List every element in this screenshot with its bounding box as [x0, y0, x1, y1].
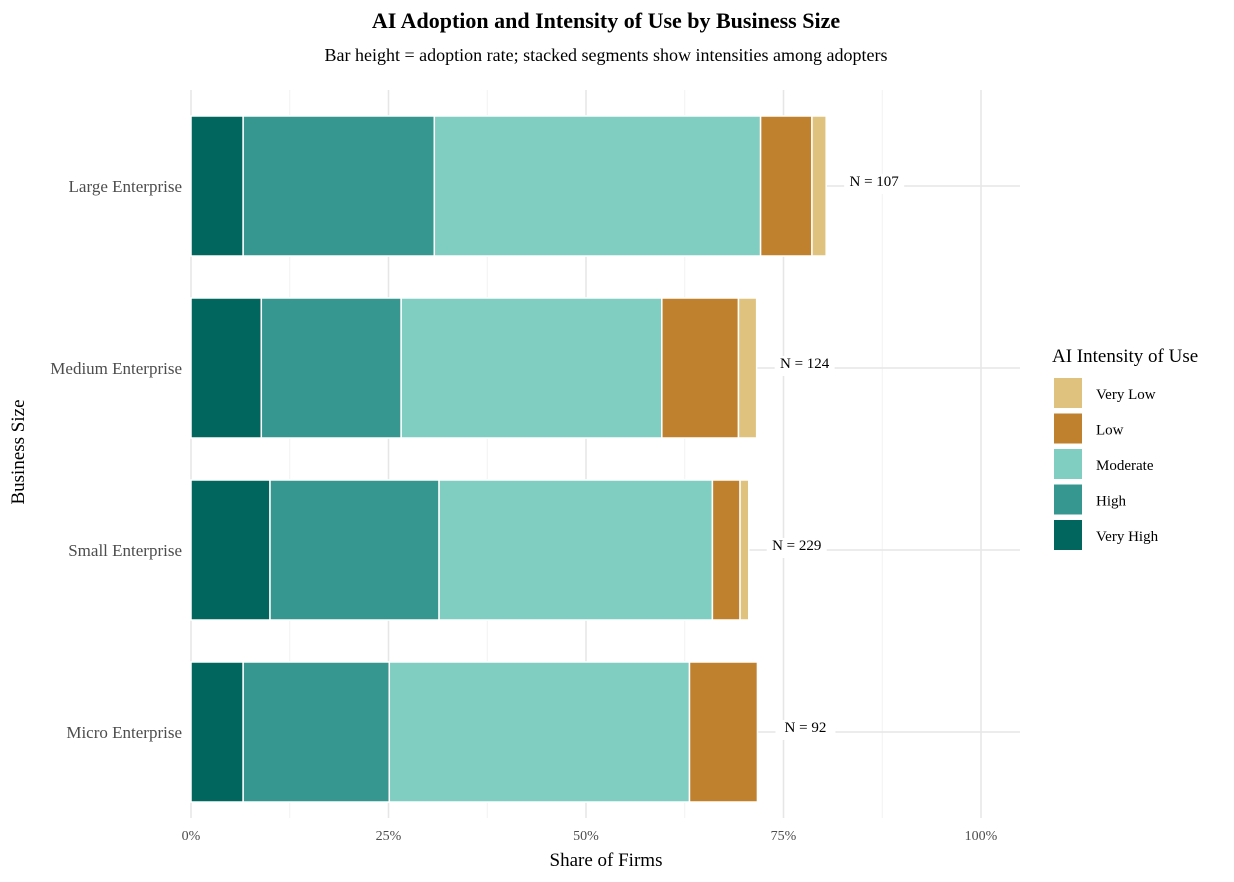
- bar-segment-very-low: [811, 115, 827, 257]
- y-tick-label: Micro Enterprise: [66, 723, 182, 742]
- legend-swatch: [1054, 449, 1082, 479]
- y-axis-label: Business Size: [8, 399, 29, 504]
- bar-segment-very-high: [190, 297, 263, 439]
- bar-segment-very-high: [190, 479, 271, 621]
- bar-segment-moderate: [433, 115, 762, 257]
- legend-label: Very High: [1096, 529, 1159, 545]
- legend-swatch: [1054, 484, 1082, 515]
- annotation-bg: [766, 538, 827, 558]
- x-tick-label: 0%: [182, 829, 201, 844]
- y-tick-label: Large Enterprise: [69, 177, 182, 196]
- bar-segment-very-high: [190, 115, 244, 257]
- legend-label: High: [1096, 494, 1127, 510]
- y-tick-label: Small Enterprise: [68, 541, 182, 560]
- bar-segment-moderate: [388, 661, 691, 803]
- legend-swatch: [1054, 378, 1082, 408]
- bar-segment-low: [759, 115, 813, 257]
- bar-segment-very-low: [739, 479, 750, 621]
- n-annotation: N = 124: [780, 356, 830, 372]
- bars: [190, 115, 827, 803]
- x-tick-labels: 0% 25% 50% 75% 100%: [182, 829, 998, 844]
- bar-segment-high: [242, 115, 436, 257]
- annotation-bg: [775, 720, 836, 740]
- bar-segment-very-low: [737, 297, 758, 439]
- chart-title: AI Adoption and Intensity of Use by Busi…: [372, 8, 840, 33]
- chart-subtitle: Bar height = adoption rate; stacked segm…: [324, 45, 887, 65]
- annotation-bg: [844, 174, 905, 194]
- bar-segment-low: [711, 479, 741, 621]
- n-annotation: N = 107: [850, 174, 900, 190]
- bar-segment-low: [688, 661, 759, 803]
- x-axis-label: Share of Firms: [550, 850, 663, 871]
- bar-segment-very-high: [190, 661, 244, 803]
- bar-segment-moderate: [400, 297, 663, 439]
- bar-segment-moderate: [438, 479, 714, 621]
- x-tick-label: 100%: [965, 829, 998, 844]
- legend-label: Low: [1096, 423, 1124, 439]
- bar-segment-high: [260, 297, 402, 439]
- legend-swatch: [1054, 520, 1082, 550]
- y-tick-label: Medium Enterprise: [50, 359, 182, 378]
- n-annotation: N = 229: [772, 538, 821, 554]
- legend: AI Intensity of Use Very Low Low Moderate H…: [1052, 346, 1198, 550]
- n-annotation: N = 92: [785, 720, 827, 736]
- n-annotations: N = 107 N = 124 N = 229 N = 92: [766, 174, 905, 740]
- legend-label: Very Low: [1096, 387, 1156, 403]
- bar-segment-high: [269, 479, 440, 621]
- x-tick-label: 75%: [771, 829, 797, 844]
- y-tick-labels: Large Enterprise Medium Enterprise Small E…: [50, 177, 182, 742]
- legend-swatch: [1054, 413, 1082, 444]
- legend-label: Moderate: [1096, 458, 1154, 474]
- bar-segment-low: [661, 297, 740, 439]
- legend-title: AI Intensity of Use: [1052, 346, 1198, 367]
- annotation-bg: [774, 356, 835, 376]
- bar-segment-high: [242, 661, 391, 803]
- x-tick-label: 50%: [573, 829, 599, 844]
- x-tick-label: 25%: [376, 829, 402, 844]
